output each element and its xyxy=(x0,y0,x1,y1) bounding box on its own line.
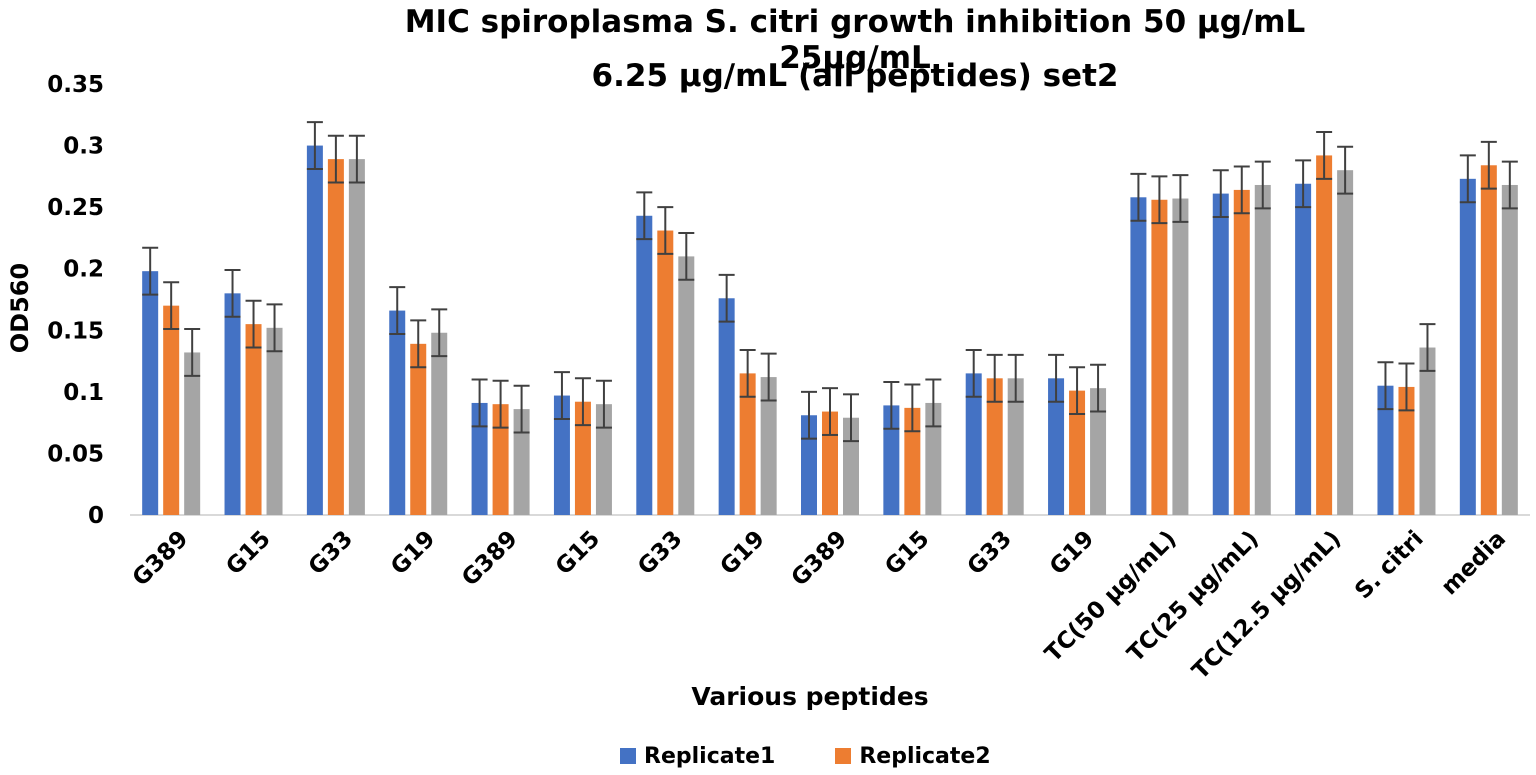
bar xyxy=(431,332,448,515)
x-tick-label: G15 xyxy=(551,526,605,580)
bar xyxy=(1233,189,1250,515)
x-tick-label: G15 xyxy=(221,526,275,580)
bar xyxy=(389,310,406,515)
legend-label-replicate2: Replicate2 xyxy=(859,743,991,769)
bar xyxy=(822,411,838,515)
bar xyxy=(801,415,817,515)
x-tick-label: TC(12.5 µg/mL) xyxy=(1187,526,1346,685)
legend: Replicate1 Replicate2 xyxy=(620,740,1051,772)
bar xyxy=(1459,178,1476,515)
bar xyxy=(1316,155,1333,515)
legend-item-replicate2: Replicate2 xyxy=(835,743,991,769)
y-tick-label: 0 xyxy=(88,503,104,529)
bar xyxy=(1130,197,1147,515)
bar xyxy=(986,378,1003,515)
x-tick-label: G19 xyxy=(386,526,440,580)
bar xyxy=(184,352,201,515)
y-axis-label-box: OD560 xyxy=(2,262,38,362)
x-tick-label: G389 xyxy=(787,526,853,592)
bar xyxy=(1212,193,1229,515)
bar xyxy=(1295,183,1312,515)
x-tick-label: media xyxy=(1437,526,1512,601)
x-tick-label: G33 xyxy=(963,526,1017,580)
y-tick-label: 0.35 xyxy=(47,72,104,98)
y-tick-label: 0.05 xyxy=(47,441,104,467)
bar xyxy=(513,409,530,515)
bar xyxy=(574,401,591,515)
x-tick-label: G389 xyxy=(457,526,523,592)
x-tick-label: S. citri xyxy=(1350,526,1429,605)
bar xyxy=(739,373,756,515)
chart-title-line-1: MIC spiroplasma S. citri growth inhibiti… xyxy=(404,4,1306,76)
bar xyxy=(636,215,653,515)
legend-swatch-replicate2 xyxy=(835,748,852,764)
bar xyxy=(1398,386,1415,515)
bar xyxy=(1480,165,1497,515)
bar xyxy=(965,373,982,515)
bar xyxy=(142,271,159,515)
bar xyxy=(1069,390,1086,515)
bar xyxy=(1048,378,1065,515)
bar xyxy=(306,145,323,516)
bar xyxy=(471,402,488,515)
x-tick-label: G15 xyxy=(880,526,934,580)
bar xyxy=(553,395,570,515)
bar xyxy=(1419,347,1436,515)
bar xyxy=(224,293,241,515)
bar xyxy=(595,404,612,515)
y-axis-label: OD560 xyxy=(6,262,34,354)
bar xyxy=(1090,388,1107,515)
bar xyxy=(657,230,674,516)
bar xyxy=(1151,199,1168,516)
bar xyxy=(492,404,509,515)
bar xyxy=(245,324,262,515)
bar xyxy=(348,159,365,516)
bar xyxy=(410,343,427,515)
legend-label-replicate1: Replicate1 xyxy=(644,743,776,769)
x-tick-label: G33 xyxy=(633,526,687,580)
bar xyxy=(1172,198,1189,515)
bar xyxy=(1377,385,1394,515)
bar xyxy=(1254,184,1271,515)
bar xyxy=(266,327,283,515)
bar xyxy=(327,159,344,516)
x-axis-label: Various peptides xyxy=(691,682,929,711)
legend-item-replicate1: Replicate1 xyxy=(620,744,775,769)
y-tick-label: 0.2 xyxy=(63,257,104,283)
y-tick-label: 0.25 xyxy=(47,195,104,221)
bar xyxy=(904,407,921,515)
bar xyxy=(718,298,735,515)
bar xyxy=(163,305,180,515)
bar xyxy=(1501,184,1518,515)
bar xyxy=(760,377,777,515)
x-tick-label: G19 xyxy=(716,526,770,580)
chart-title-line-2: 6.25 µg/mL (all peptides) set2 xyxy=(591,58,1119,94)
x-tick-label: G33 xyxy=(304,526,358,580)
x-tick-label: G389 xyxy=(128,526,194,592)
bar xyxy=(883,405,900,515)
bar xyxy=(925,402,942,515)
x-tick-label: G19 xyxy=(1045,526,1099,580)
y-tick-label: 0.3 xyxy=(63,134,104,160)
bar xyxy=(1007,378,1024,515)
bar xyxy=(1337,170,1354,515)
legend-swatch-replicate1 xyxy=(620,748,636,764)
y-tick-label: 0.1 xyxy=(63,380,104,406)
y-tick-label: 0.15 xyxy=(47,318,104,344)
bar xyxy=(678,256,695,515)
